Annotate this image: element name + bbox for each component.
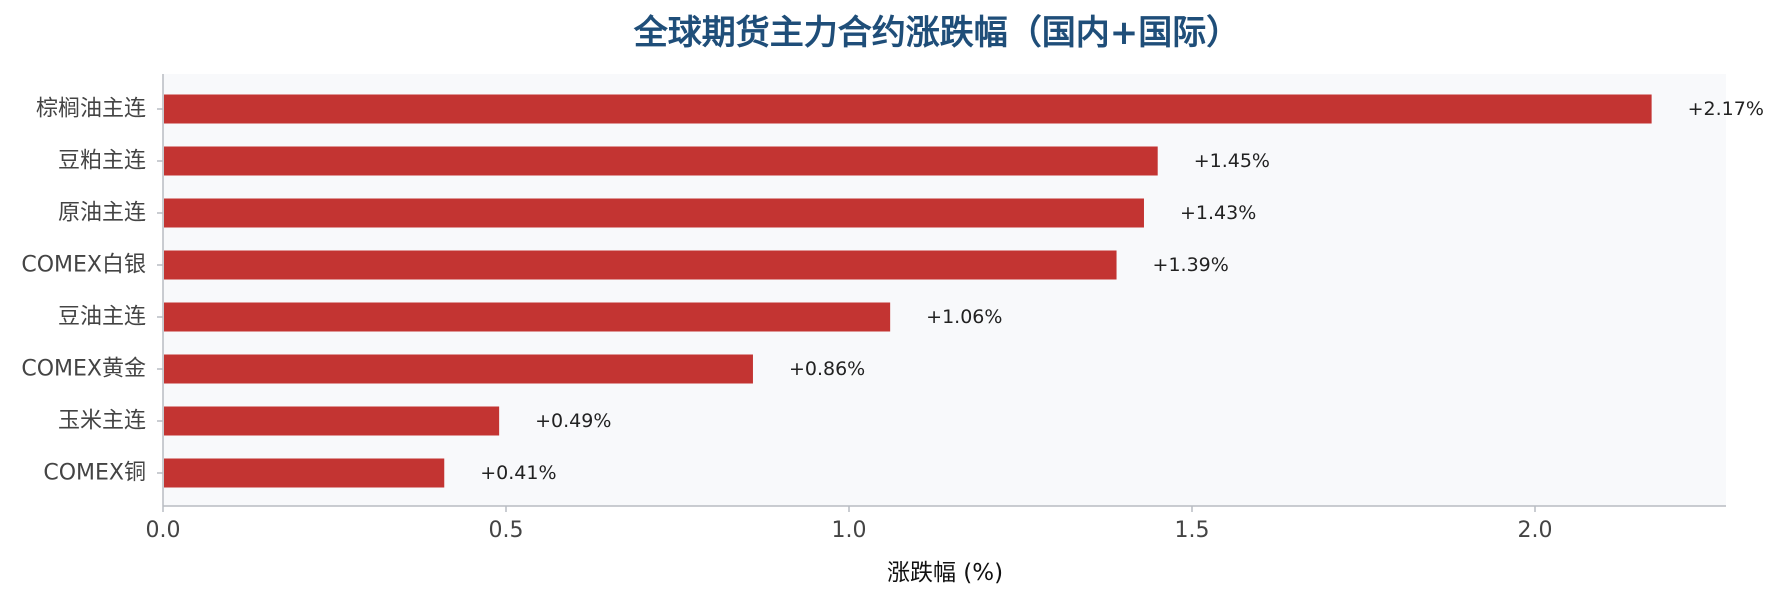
- value-label-2: +1.43%: [1180, 202, 1256, 224]
- x-tick-label-0: 0.0: [146, 518, 181, 543]
- bar-0: [164, 94, 1652, 124]
- category-label-3: COMEX白银: [21, 253, 146, 278]
- value-label-6: +0.49%: [535, 410, 611, 432]
- x-tick-label-3: 1.5: [1175, 518, 1210, 543]
- bar-6: [164, 406, 500, 436]
- bar-2: [164, 198, 1144, 228]
- chart-title: 全球期货主力合约涨跌幅（国内+国际）: [633, 13, 1241, 53]
- bars-group: [164, 94, 1652, 488]
- bar-4: [164, 302, 891, 332]
- x-ticks-group: 0.0 0.5 1.0 1.5 2.0: [146, 506, 1553, 543]
- x-axis-label: 涨跌幅 (%): [887, 560, 1003, 586]
- category-label-4: 豆油主连: [58, 305, 146, 330]
- x-tick-label-2: 1.0: [832, 518, 867, 543]
- category-label-7: COMEX铜: [43, 461, 146, 486]
- value-label-7: +0.41%: [480, 462, 556, 484]
- value-label-4: +1.06%: [926, 306, 1002, 328]
- bar-3: [164, 250, 1117, 280]
- x-tick-label-1: 0.5: [489, 518, 524, 543]
- x-tick-label-4: 2.0: [1518, 518, 1553, 543]
- value-labels-group: +2.17% +1.45% +1.43% +1.39% +1.06% +0.86% +0.4…: [480, 98, 1764, 484]
- bar-5: [164, 354, 753, 384]
- value-label-5: +0.86%: [789, 358, 865, 380]
- value-label-1: +1.45%: [1194, 150, 1270, 172]
- bar-7: [164, 458, 445, 488]
- category-label-5: COMEX黄金: [21, 357, 146, 382]
- bar-1: [164, 146, 1158, 176]
- plot-background: [163, 74, 1726, 506]
- category-label-2: 原油主连: [58, 201, 146, 226]
- category-label-1: 豆粕主连: [58, 149, 146, 174]
- value-label-0: +2.17%: [1688, 98, 1764, 120]
- category-label-0: 棕榈油主连: [36, 97, 146, 122]
- value-label-3: +1.39%: [1153, 254, 1229, 276]
- category-label-6: 玉米主连: [58, 409, 146, 434]
